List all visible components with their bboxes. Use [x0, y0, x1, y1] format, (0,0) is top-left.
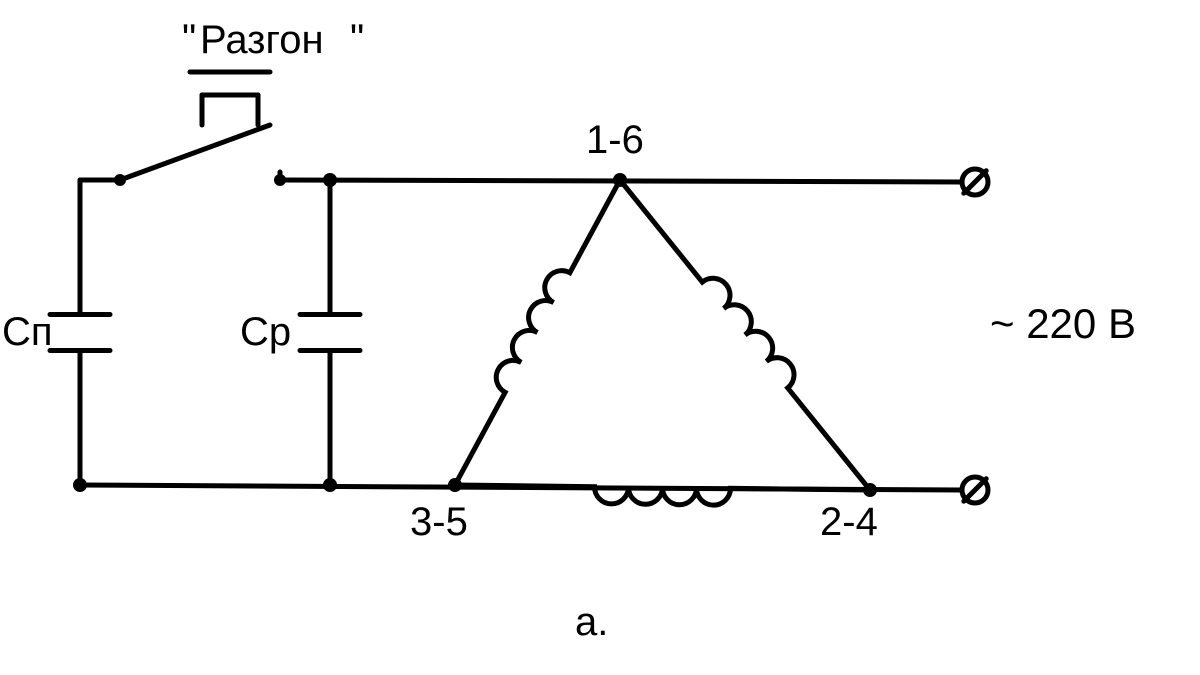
node-bl-label: 3-5: [410, 500, 468, 545]
voltage-label: ~ 220 В: [990, 300, 1136, 348]
svg-text:": ": [350, 17, 364, 61]
node-top-label: 1-6: [586, 118, 644, 163]
svg-text:": ": [182, 17, 196, 61]
cap-start-label: Сп: [2, 310, 53, 355]
node-br-label: 2-4: [820, 500, 878, 545]
cap-run-label: Ср: [240, 310, 291, 355]
switch-label: Разгон: [200, 18, 324, 63]
figure-label: а.: [575, 600, 608, 645]
